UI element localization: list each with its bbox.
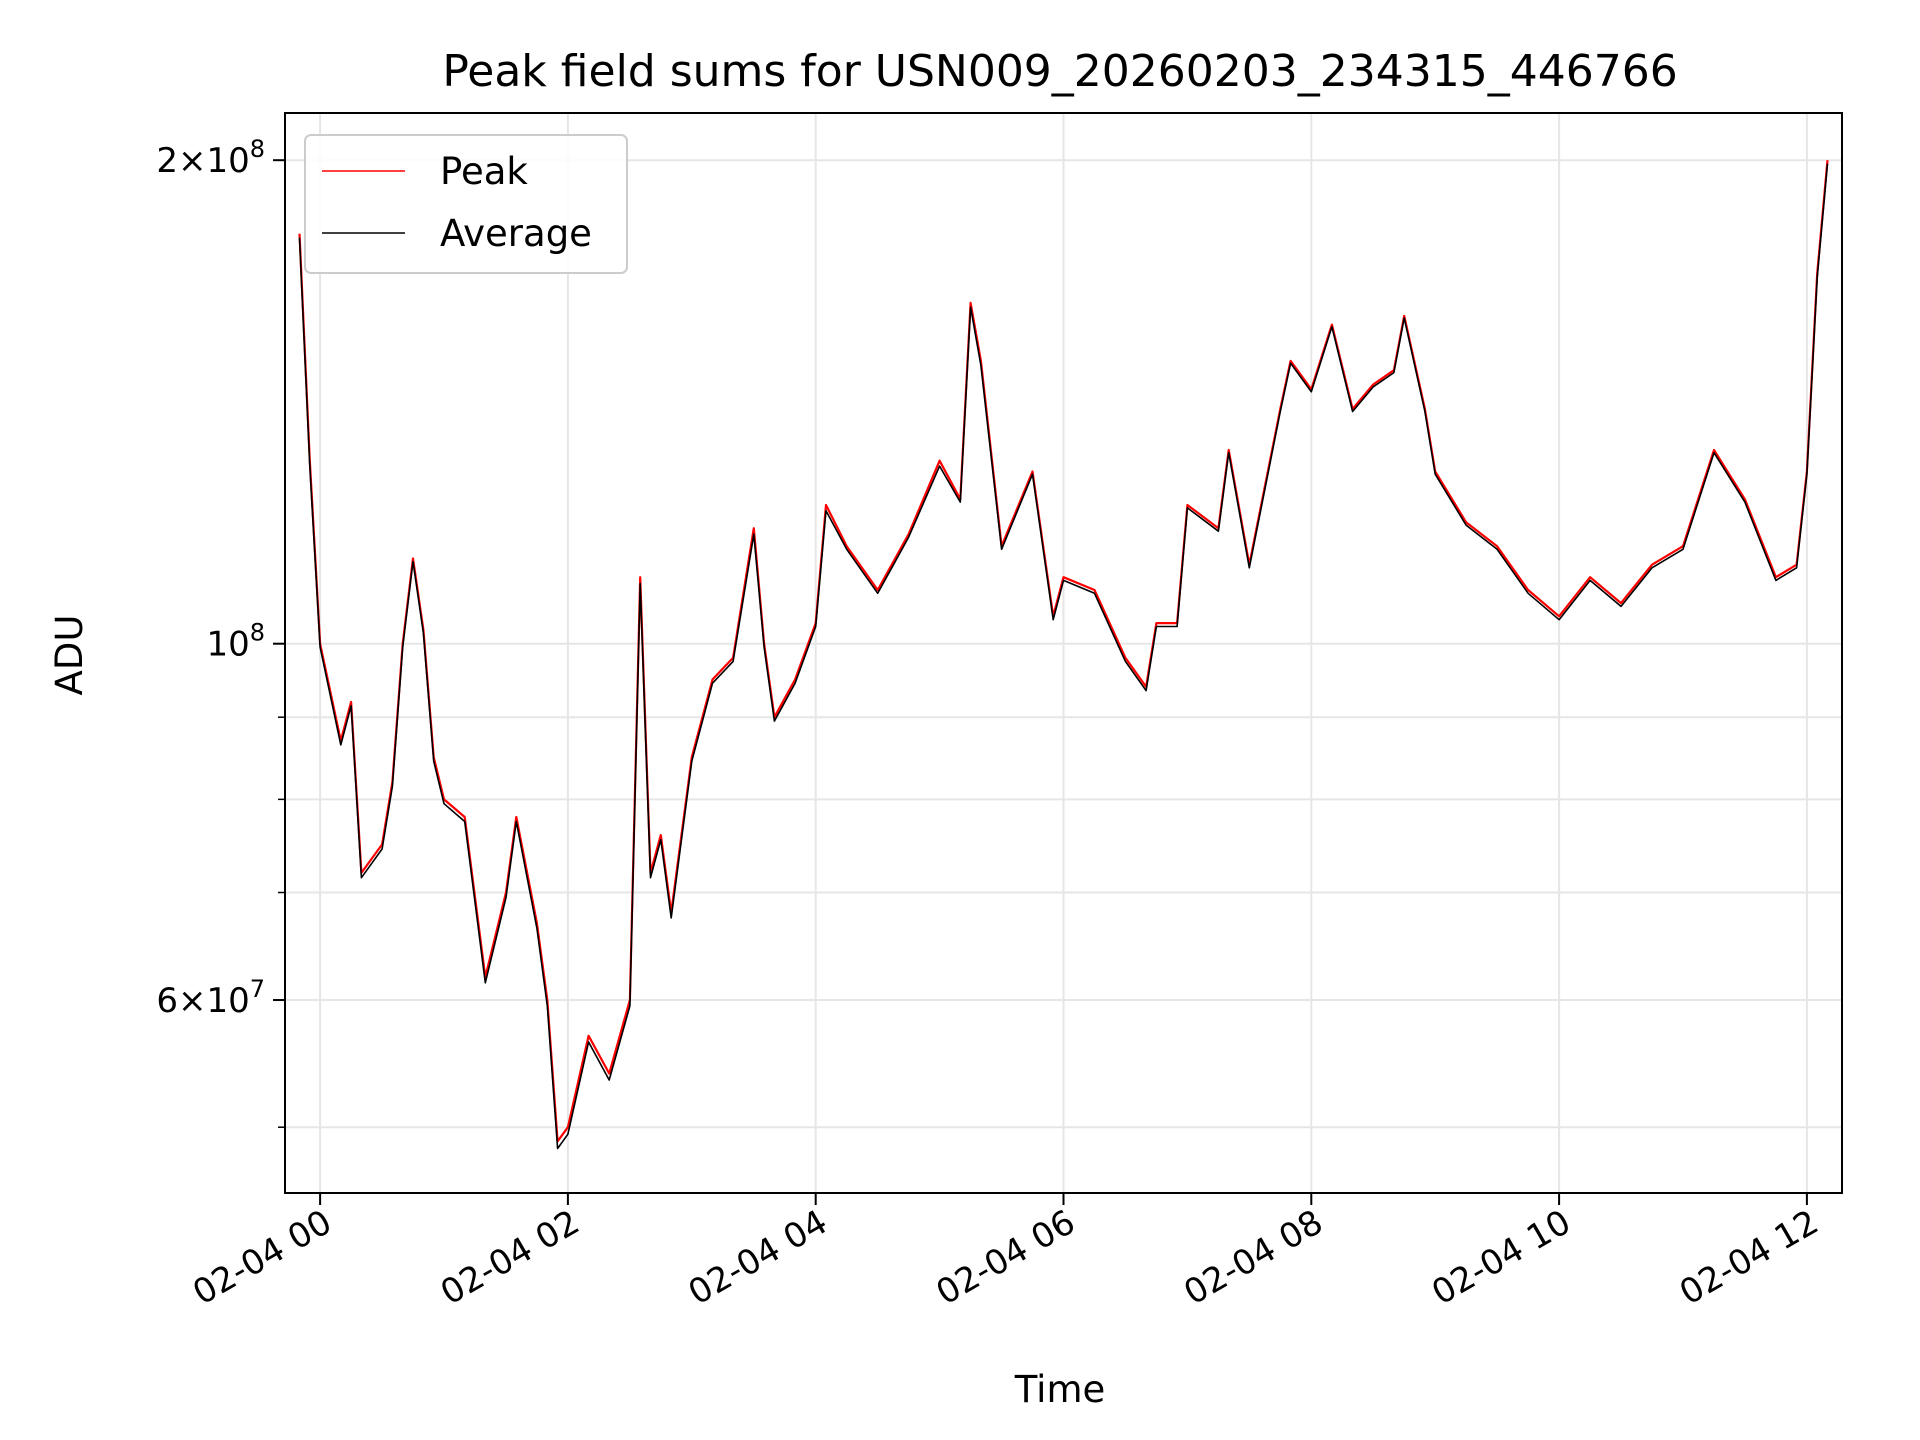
- y-axis-label: ADU: [48, 615, 91, 696]
- chart-title: Peak field sums for USN009_20260203_2343…: [442, 46, 1677, 97]
- y-tick-label: 2×108: [156, 135, 265, 181]
- legend-label-peak: Peak: [440, 150, 528, 193]
- y-tick-label: 6×107: [156, 975, 265, 1021]
- series-line-average: [298, 163, 1829, 1150]
- grid: [285, 113, 1842, 1193]
- series-group: [298, 160, 1829, 1150]
- ticks: [273, 159, 1808, 1205]
- legend-box: [304, 134, 628, 274]
- legend: Peak Average: [304, 134, 628, 274]
- x-axis-label: Time: [1014, 1368, 1106, 1411]
- legend-label-average: Average: [440, 212, 592, 255]
- y-tick-label: 108: [206, 619, 265, 665]
